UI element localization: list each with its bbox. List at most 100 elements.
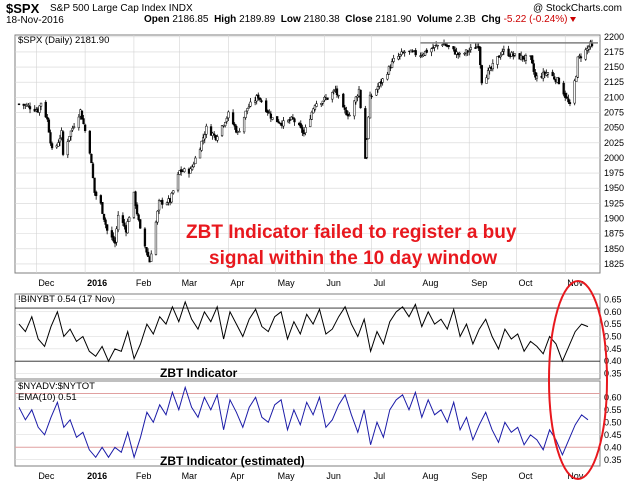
volume-value: 2.3B — [455, 14, 476, 25]
candle-body — [496, 56, 499, 65]
candle-body — [578, 55, 581, 57]
candle-body — [368, 94, 372, 119]
candle-body — [312, 108, 315, 114]
highlight-circle — [548, 280, 608, 480]
candle-body — [249, 101, 252, 107]
osc1-y-axis: 0.65 0.60 0.55 0.50 0.45 0.40 0.35 — [604, 294, 622, 378]
candle-body — [161, 199, 164, 205]
candle-body — [246, 108, 249, 112]
price-legend: $SPX (Daily) 2181.90 — [18, 35, 109, 46]
osc1-y-tick: 0.40 — [604, 356, 622, 366]
month-label-bottom: Sep — [471, 471, 487, 481]
chart-header: $SPX S&P 500 Large Cap Index INDX 18-Nov… — [0, 0, 640, 36]
chart-date: 18-Nov-2016 — [6, 15, 64, 26]
price-y-tick: 2175 — [604, 47, 624, 57]
candle-body — [101, 202, 104, 214]
candle-body — [301, 126, 304, 133]
candle-body — [134, 191, 137, 206]
candle-body — [521, 55, 524, 60]
month-label: Aug — [422, 278, 438, 288]
candle-body — [231, 112, 235, 125]
candle-body — [126, 221, 129, 234]
candle-body — [564, 92, 567, 98]
candle-body — [39, 102, 43, 107]
osc1-y-tick: 0.65 — [604, 294, 622, 304]
candle-body — [224, 122, 227, 126]
candle-body — [452, 46, 455, 50]
candle-body — [68, 136, 71, 141]
osc1-legend: !BINYBT 0.54 (17 Nov) — [18, 294, 115, 305]
price-y-tick: 2025 — [604, 138, 624, 148]
osc2-line — [18, 385, 589, 460]
candle-body — [146, 251, 150, 257]
candle-body — [225, 118, 228, 122]
down-arrow-icon — [570, 17, 577, 22]
candle-body — [287, 119, 290, 123]
candle-body — [216, 136, 219, 141]
candle-body — [115, 228, 118, 243]
candle-body — [423, 50, 427, 56]
candle-body — [117, 214, 120, 231]
candle-body — [209, 126, 213, 136]
candle-body — [38, 105, 41, 113]
candle-body — [123, 222, 126, 227]
candle-body — [386, 74, 389, 80]
candle-body — [524, 55, 528, 61]
osc2-series-line — [18, 385, 589, 460]
candle-body — [392, 58, 395, 62]
price-y-tick: 1900 — [604, 213, 624, 223]
osc2-y-tick: 0.60 — [604, 392, 622, 402]
osc2-y-tick: 0.35 — [604, 455, 622, 465]
candle-body — [458, 53, 461, 55]
candle-body — [491, 63, 494, 70]
candle-body — [71, 128, 74, 131]
candle-body — [353, 100, 356, 117]
month-label-bottom: Aug — [422, 471, 438, 481]
candle-body — [576, 56, 579, 78]
candle-body — [110, 230, 114, 238]
osc1-y-tick: 0.55 — [604, 319, 622, 329]
candle-body — [242, 116, 246, 133]
candle-body — [198, 149, 202, 159]
candle-body — [268, 112, 271, 114]
candle-body — [479, 46, 482, 65]
candle-body — [238, 131, 241, 133]
month-label: Feb — [136, 278, 152, 288]
candle-body — [501, 51, 504, 55]
candle-body — [431, 47, 435, 49]
candle-body — [397, 56, 400, 60]
month-label: Nov — [567, 278, 584, 288]
candle-body — [463, 53, 466, 55]
candle-body — [507, 48, 510, 57]
candle-body — [433, 45, 436, 48]
candle-body — [365, 139, 369, 158]
month-label-bottom: May — [278, 471, 296, 481]
candle-body — [398, 54, 402, 57]
osc1-line — [18, 300, 589, 363]
candle-body — [337, 94, 340, 97]
candle-body — [253, 100, 257, 103]
candle-body — [342, 93, 345, 108]
osc2-legend: $NYADV:$NYTOT — [18, 381, 95, 392]
candle-body — [93, 177, 96, 193]
candle-body — [88, 130, 91, 154]
candle-body — [266, 110, 269, 113]
osc1-series-line — [18, 300, 589, 363]
month-label-bottom: Nov — [567, 471, 584, 481]
candle-body — [326, 97, 329, 100]
candle-body — [499, 55, 502, 58]
annotation-line-2: signal within the 10 day window — [209, 248, 497, 269]
candle-body — [157, 200, 161, 211]
candle-body — [553, 76, 556, 80]
month-label-bottom: Dec — [38, 471, 55, 481]
osc2-grid — [15, 393, 600, 460]
candle-body — [474, 47, 477, 49]
candle-body — [47, 119, 51, 133]
candle-body — [44, 101, 47, 118]
change-value: -5.22 (-0.24%) — [503, 14, 568, 25]
candle-body — [315, 103, 318, 107]
price-y-tick: 1825 — [604, 259, 624, 269]
price-y-tick: 1975 — [604, 168, 624, 178]
osc1-y-tick: 0.60 — [604, 307, 622, 317]
candle-body — [288, 119, 291, 121]
